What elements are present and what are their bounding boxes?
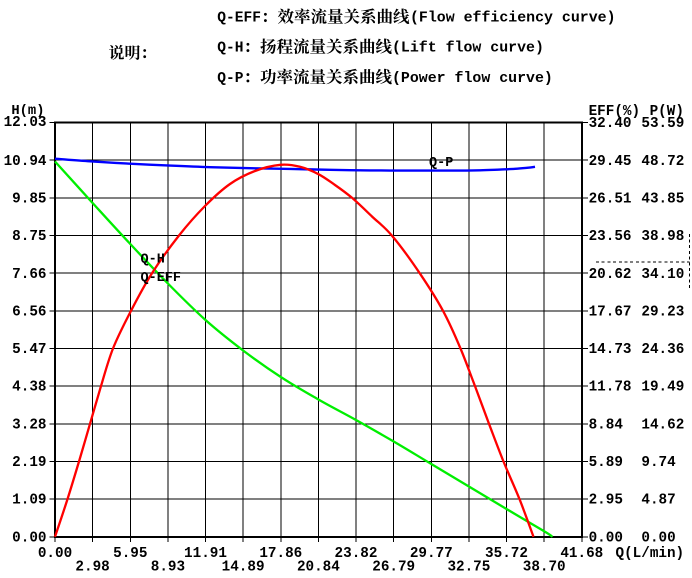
svg-text:(Lift flow curve): (Lift flow curve) — [392, 41, 544, 57]
svg-text:14.89: 14.89 — [222, 559, 265, 575]
svg-text:Q-H: Q-H — [217, 41, 243, 57]
svg-text:14.62: 14.62 — [641, 417, 684, 433]
svg-text:6.56: 6.56 — [12, 304, 46, 320]
svg-text:38.98: 38.98 — [641, 229, 684, 245]
svg-text:29.45: 29.45 — [589, 154, 632, 170]
svg-text:17.67: 17.67 — [589, 304, 632, 320]
svg-text:26.79: 26.79 — [372, 559, 415, 575]
svg-text:5.47: 5.47 — [12, 342, 46, 358]
svg-text:24.36: 24.36 — [641, 342, 684, 358]
svg-text:43.85: 43.85 — [641, 191, 684, 207]
svg-text:20.62: 20.62 — [589, 267, 632, 283]
svg-text:29.77: 29.77 — [410, 546, 453, 562]
svg-text:48.72: 48.72 — [641, 154, 684, 170]
svg-text:4.38: 4.38 — [12, 380, 46, 396]
svg-text:20.84: 20.84 — [297, 559, 340, 575]
svg-text:1.09: 1.09 — [12, 493, 46, 509]
svg-text:14.73: 14.73 — [589, 342, 632, 358]
svg-text:2.19: 2.19 — [12, 455, 46, 471]
svg-text:34.10: 34.10 — [641, 267, 684, 283]
svg-text:P(W): P(W) — [650, 104, 684, 120]
svg-text:3.28: 3.28 — [12, 417, 46, 433]
svg-text:11.78: 11.78 — [589, 380, 632, 396]
svg-text:53.59: 53.59 — [641, 116, 684, 132]
svg-text:4.87: 4.87 — [641, 493, 675, 509]
svg-text:Q-EFF: Q-EFF — [217, 11, 261, 27]
svg-text:(Power flow curve): (Power flow curve) — [392, 71, 553, 87]
svg-text:7.66: 7.66 — [12, 267, 46, 283]
svg-text:23.82: 23.82 — [335, 546, 378, 562]
svg-text:5.95: 5.95 — [113, 546, 147, 562]
svg-text:26.51: 26.51 — [589, 191, 632, 207]
svg-text:2.98: 2.98 — [75, 559, 109, 575]
svg-text:0.00: 0.00 — [641, 530, 675, 546]
svg-text:Q-P: Q-P — [217, 71, 243, 87]
svg-text:8.84: 8.84 — [589, 417, 624, 433]
svg-text:8.75: 8.75 — [12, 229, 46, 245]
svg-text:35.72: 35.72 — [485, 546, 528, 562]
svg-text:0.00: 0.00 — [38, 546, 72, 562]
svg-text:38.70: 38.70 — [523, 559, 566, 575]
svg-text:Q-P: Q-P — [429, 156, 453, 171]
svg-text:0.00: 0.00 — [12, 530, 46, 546]
svg-text:(Flow efficiency curve): (Flow efficiency curve) — [410, 11, 616, 27]
svg-text:2.95: 2.95 — [589, 493, 623, 509]
svg-text:Q-EFF: Q-EFF — [141, 271, 182, 286]
svg-text:Q(L/min): Q(L/min) — [616, 546, 685, 562]
svg-text:41.68: 41.68 — [560, 546, 603, 562]
svg-text:17.86: 17.86 — [259, 546, 302, 562]
svg-text:12.03: 12.03 — [4, 115, 47, 131]
svg-text:H(m): H(m) — [11, 103, 44, 119]
svg-text:32.75: 32.75 — [447, 559, 490, 575]
svg-text:0.00: 0.00 — [589, 530, 623, 546]
svg-text:EFF(%): EFF(%) — [589, 104, 640, 120]
svg-text:9.85: 9.85 — [12, 191, 46, 207]
svg-text:8.93: 8.93 — [151, 559, 185, 575]
svg-text:Q-H: Q-H — [141, 253, 165, 268]
svg-text:23.56: 23.56 — [589, 229, 632, 245]
svg-text:5.89: 5.89 — [589, 455, 623, 471]
svg-text:29.23: 29.23 — [641, 304, 684, 320]
svg-text:19.49: 19.49 — [641, 380, 684, 396]
svg-text:11.91: 11.91 — [184, 546, 227, 562]
svg-text:32.40: 32.40 — [589, 116, 632, 132]
svg-text:10.94: 10.94 — [4, 154, 47, 170]
svg-text:9.74: 9.74 — [641, 455, 676, 471]
